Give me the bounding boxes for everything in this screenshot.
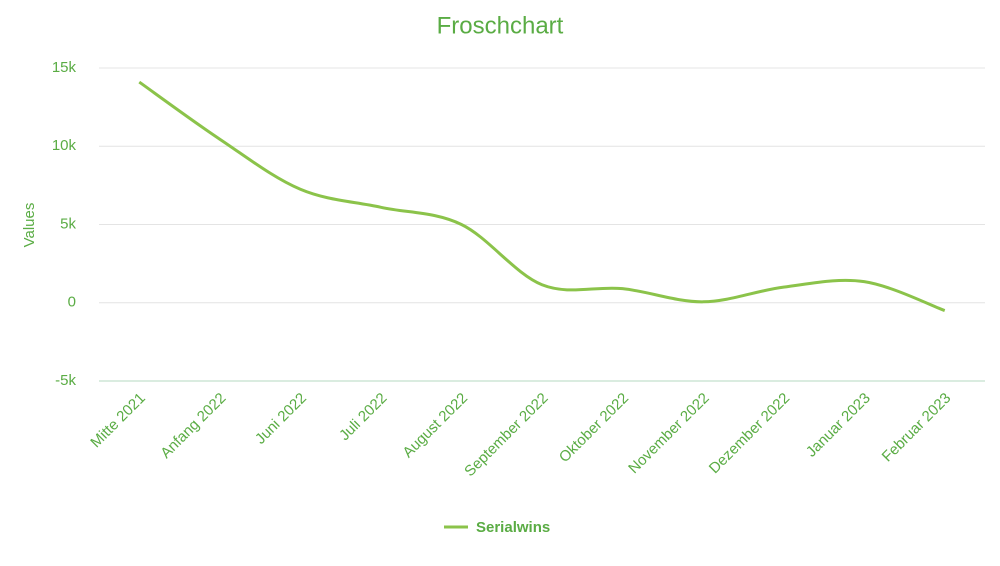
x-tick-label: Juni 2022 xyxy=(252,390,310,448)
y-tick-label: -5k xyxy=(55,372,76,389)
y-tick-label: 15k xyxy=(52,59,77,76)
x-tick-label: Mitte 2021 xyxy=(87,390,149,452)
y-tick-label: 5k xyxy=(60,215,76,232)
x-tick-label: Januar 2023 xyxy=(803,390,874,461)
x-tick-label: September 2022 xyxy=(461,390,551,480)
legend-label: Serialwins xyxy=(476,519,550,536)
line xyxy=(138,80,946,312)
y-axis-label: Values xyxy=(21,203,38,248)
y-tick-label: 10k xyxy=(52,137,77,154)
x-tick-label: November 2022 xyxy=(625,390,712,477)
chart-title: Froschchart xyxy=(437,12,564,39)
x-tick-label: Juli 2022 xyxy=(336,390,390,444)
x-tick-label: Dezember 2022 xyxy=(706,390,793,477)
x-tick-label: August 2022 xyxy=(399,390,471,462)
x-tick-label: Oktober 2022 xyxy=(556,390,632,466)
y-tick-label: 0 xyxy=(68,294,76,311)
x-tick-label: Anfang 2022 xyxy=(157,390,229,462)
x-tick-label: Februar 2023 xyxy=(879,390,955,466)
